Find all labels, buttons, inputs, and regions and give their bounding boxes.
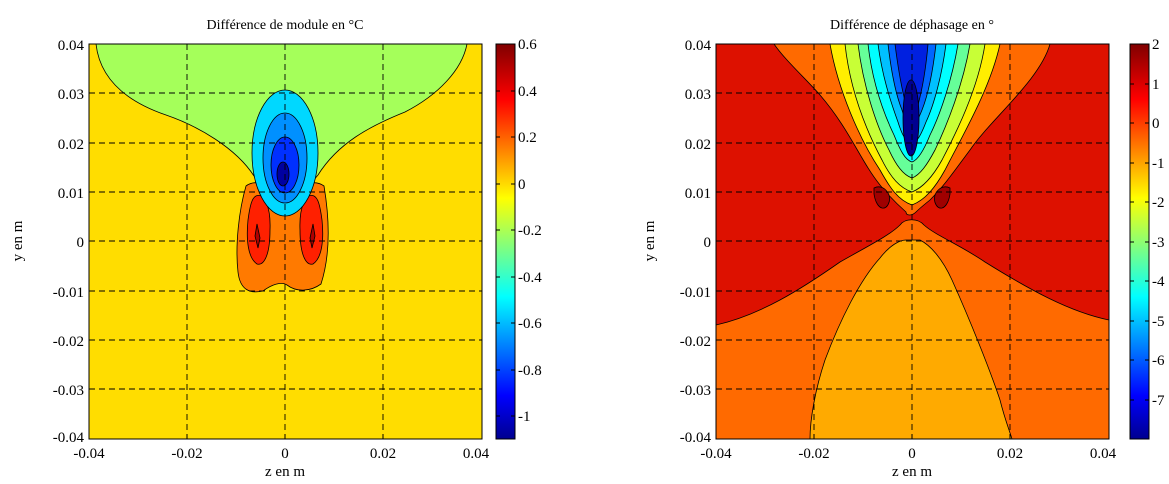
tick-marks-module	[89, 92, 384, 439]
ytick: -0.03	[680, 383, 711, 399]
cbar-tick: -5	[1152, 314, 1165, 330]
x-axis-label-phase: z en m	[892, 464, 932, 480]
colorbar-ticks-phase	[1130, 43, 1149, 401]
cbar-tick: -4	[1152, 274, 1165, 290]
ytick: -0.03	[53, 383, 84, 399]
ytick: 0.02	[58, 137, 84, 153]
tick-marks-phase	[716, 92, 1011, 439]
cbar-tick: 0	[1152, 116, 1160, 132]
cbar-tick: 0.2	[518, 130, 537, 146]
cbar-tick: -6	[1152, 353, 1165, 369]
cbar-tick: -3	[1152, 235, 1165, 251]
ytick: -0.01	[53, 285, 84, 301]
cbar-tick: -1	[1152, 156, 1165, 172]
plot-module: Différence de module en °C	[10, 18, 542, 480]
cbar-tick: 2	[1152, 37, 1160, 53]
contour-level-darkred-right	[309, 223, 316, 249]
xtick: -0.04	[73, 446, 105, 462]
ytick: -0.01	[680, 285, 711, 301]
ytick: 0.02	[685, 137, 711, 153]
colorbar-ticks-module	[496, 43, 515, 417]
plot-phase: Différence de déphasage en °	[642, 18, 1165, 480]
ytick: 0.01	[685, 186, 711, 202]
contour-level-navy	[902, 79, 920, 157]
grid-lines-phase	[716, 44, 1109, 439]
title-phase: Différence de déphasage en °	[830, 18, 994, 33]
cbar-tick: 0.6	[518, 37, 537, 53]
ytick: -0.04	[53, 430, 85, 446]
y-axis-label-phase: y en m	[642, 220, 658, 261]
cbar-tick: -0.8	[518, 363, 542, 379]
xtick: 0	[908, 446, 916, 462]
ytick: -0.04	[680, 430, 712, 446]
cbar-tick: 0.4	[518, 84, 537, 100]
xtick: 0.02	[370, 446, 396, 462]
contour-level-darkblue	[276, 161, 290, 187]
ytick: 0.03	[685, 87, 711, 103]
contour-level-red-left	[246, 194, 271, 265]
cbar-tick: -7	[1152, 393, 1165, 409]
xtick: -0.02	[171, 446, 202, 462]
xtick: -0.02	[798, 446, 829, 462]
x-axis-label-module: z en m	[265, 464, 305, 480]
contour-level-darkred-left	[254, 223, 261, 249]
cbar-tick: -0.2	[518, 223, 542, 239]
title-module: Différence de module en °C	[207, 18, 364, 33]
y-tick-labels-module: 0.04 0.03 0.02 0.01 0 -0.01 -0.02 -0.03 …	[53, 38, 85, 446]
ytick: -0.02	[53, 334, 84, 350]
cbar-tick: -1	[518, 409, 531, 425]
y-tick-labels-phase: 0.04 0.03 0.02 0.01 0 -0.01 -0.02 -0.03 …	[680, 38, 712, 446]
xtick: 0.02	[997, 446, 1023, 462]
cbar-tick: -2	[1152, 195, 1165, 211]
ytick: 0.04	[58, 38, 85, 54]
cbar-tick: -0.6	[518, 316, 542, 332]
cbar-tick: 0	[518, 177, 526, 193]
xtick: 0.04	[1090, 446, 1117, 462]
contour-level-red-right	[299, 194, 324, 265]
cbar-tick: 1	[1152, 77, 1160, 93]
x-tick-labels-module: -0.04 -0.02 0 0.02 0.04	[73, 446, 489, 462]
ytick: 0	[704, 235, 712, 251]
x-tick-labels-phase: -0.04 -0.02 0 0.02 0.04	[700, 446, 1116, 462]
ytick: 0.03	[58, 87, 84, 103]
ytick: 0.01	[58, 186, 84, 202]
grid-lines-module	[89, 44, 482, 439]
colorbar-labels-phase: 2 1 0 -1 -2 -3 -4 -5 -6 -7	[1152, 37, 1165, 409]
y-axis-label-module: y en m	[10, 220, 26, 261]
ytick: 0.04	[685, 38, 712, 54]
colorbar-labels-module: 0.6 0.4 0.2 0 -0.2 -0.4 -0.6 -0.8 -1	[518, 37, 542, 425]
xtick: 0	[281, 446, 289, 462]
ytick: 0	[77, 235, 85, 251]
ytick: -0.02	[680, 334, 711, 350]
xtick: 0.04	[463, 446, 490, 462]
cbar-tick: -0.4	[518, 270, 542, 286]
colorbar-module	[495, 43, 516, 440]
xtick: -0.04	[700, 446, 732, 462]
